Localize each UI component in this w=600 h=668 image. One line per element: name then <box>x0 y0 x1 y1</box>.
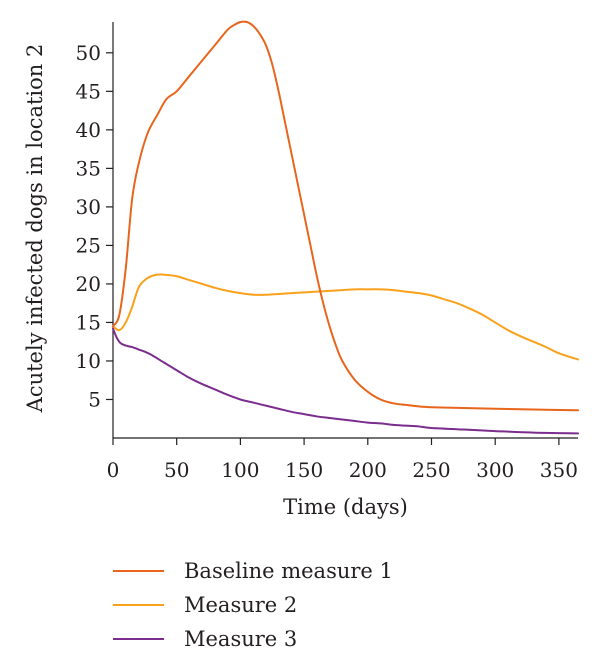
x-tick-label: 50 <box>164 458 189 482</box>
legend-label-3: Measure 3 <box>184 627 297 651</box>
y-tick-label: 25 <box>76 233 101 257</box>
legend: Baseline measure 1 Measure 2 Measure 3 <box>113 559 393 651</box>
y-tick-label: 10 <box>76 349 101 373</box>
series-line-2 <box>112 273 579 361</box>
x-tick-label: 0 <box>107 458 120 482</box>
series-line-1 <box>112 20 579 412</box>
y-tick-label: 5 <box>88 387 101 411</box>
x-tick-label: 250 <box>412 458 450 482</box>
legend-label-1: Baseline measure 1 <box>184 559 393 583</box>
y-tick-label: 45 <box>76 79 101 103</box>
y-tick-label: 50 <box>76 41 101 65</box>
y-tick-label: 35 <box>76 156 101 180</box>
x-axis: 0 50 100 150 200 250 300 350 <box>107 438 578 482</box>
y-tick-label: 30 <box>76 195 101 219</box>
x-tick-label: 350 <box>540 458 578 482</box>
x-tick-label: 200 <box>349 458 387 482</box>
y-tick-label: 20 <box>76 272 101 296</box>
y-tick-label: 15 <box>76 310 101 334</box>
x-tick-label: 150 <box>285 458 323 482</box>
series-layer <box>112 20 579 435</box>
x-tick-label: 300 <box>476 458 514 482</box>
series-line-3 <box>112 327 579 435</box>
x-tick-label: 100 <box>221 458 259 482</box>
y-axis: 5 10 15 20 25 30 35 40 45 50 <box>76 41 113 411</box>
y-tick-label: 40 <box>76 118 101 142</box>
legend-label-2: Measure 2 <box>184 593 297 617</box>
x-axis-title: Time (days) <box>283 495 408 519</box>
y-axis-title: Acutely infected dogs in location 2 <box>23 44 47 414</box>
